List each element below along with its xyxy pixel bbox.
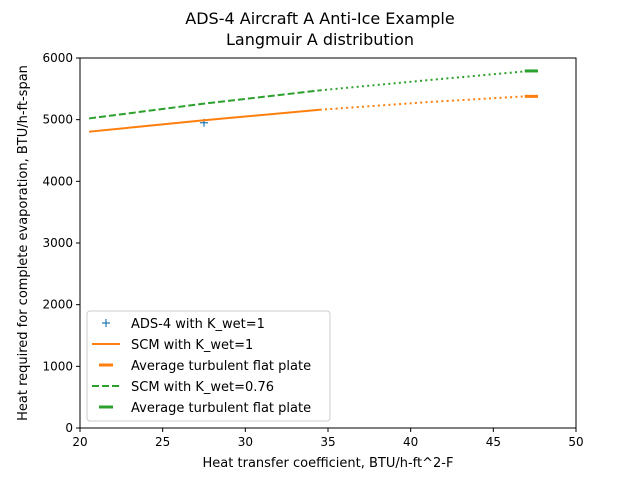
y-tick-label: 6000 (42, 51, 73, 65)
legend-label: Average turbulent flat plate (131, 359, 311, 374)
legend-label: ADS-4 with K_wet=1 (131, 317, 265, 332)
y-tick-label: 0 (65, 421, 73, 435)
chart-subtitle: Langmuir A distribution (226, 30, 414, 49)
x-tick-label: 25 (155, 435, 170, 449)
series-line-1 (88, 108, 320, 133)
y-tick-label: 2000 (42, 298, 73, 312)
y-tick-label: 4000 (42, 174, 73, 188)
chart-title: ADS-4 Aircraft A Anti-Ice Example (185, 9, 454, 28)
y-tick-label: 5000 (42, 113, 73, 127)
legend-label: SCM with K_wet=1 (131, 338, 253, 353)
y-tick-label: 3000 (42, 236, 73, 250)
series-line-5 (319, 70, 527, 92)
x-axis-label: Heat transfer coefficient, BTU/h-ft^2-F (203, 456, 454, 471)
legend-marker (102, 319, 110, 327)
y-tick-label: 1000 (42, 359, 73, 373)
y-axis-label: Heat required for complete evaporation, … (16, 65, 31, 421)
series-line-2 (319, 95, 527, 111)
legend-label: SCM with K_wet=0.76 (131, 380, 274, 395)
legend: ADS-4 with K_wet=1 SCM with K_wet=1 Averag… (86, 310, 331, 422)
x-tick-label: 45 (486, 435, 501, 449)
x-tick-label: 40 (403, 435, 418, 449)
x-tick-label: 35 (320, 435, 335, 449)
x-tick-label: 30 (238, 435, 253, 449)
series-line-4 (88, 89, 320, 120)
legend-label: Average turbulent flat plate (131, 401, 311, 416)
legend-box (86, 310, 331, 422)
x-tick-label: 20 (72, 435, 87, 449)
x-tick-label: 50 (568, 435, 583, 449)
